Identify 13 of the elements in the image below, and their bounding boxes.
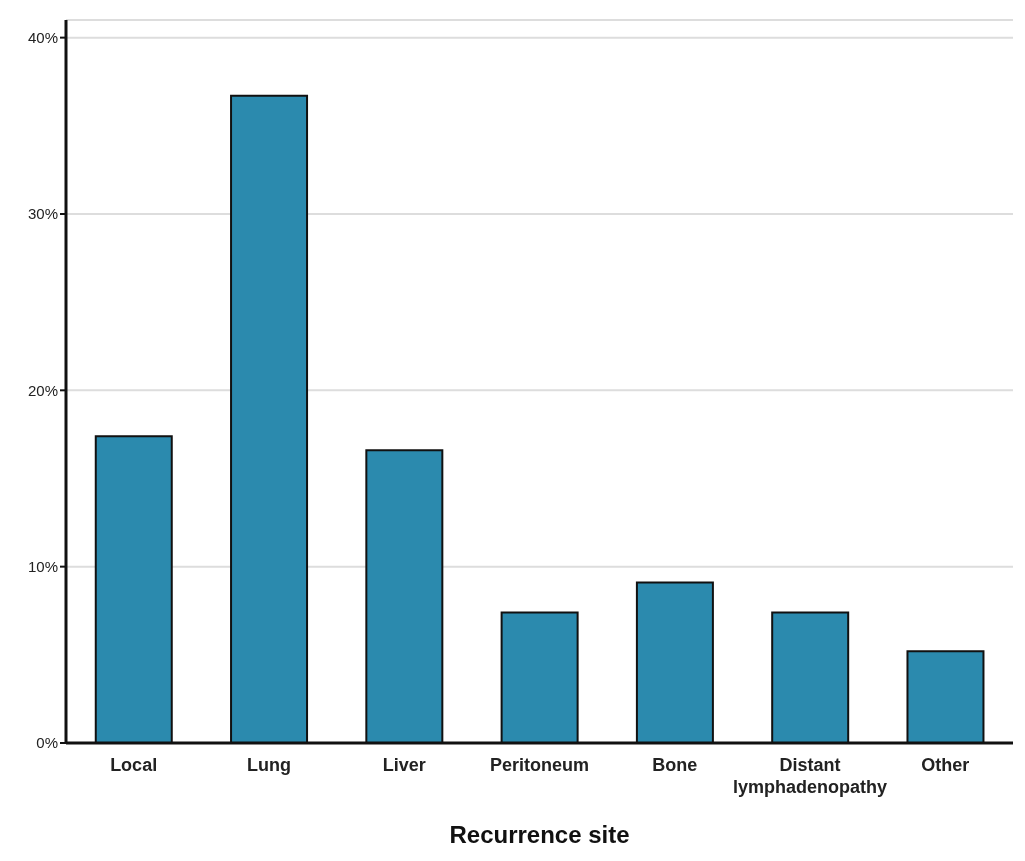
y-tick-label: 0% [36, 734, 58, 752]
x-tick-label: Local [110, 755, 158, 775]
x-tick-label: Other [921, 755, 970, 775]
y-tick-label: 30% [27, 205, 58, 223]
x-tick-label: Bone [652, 755, 698, 775]
x-tick-label: Lung [246, 755, 291, 775]
x-tick-label: Liver [382, 755, 426, 775]
y-tick-label: 40% [27, 28, 58, 46]
y-tick-label: 10% [27, 557, 58, 575]
x-axis-title: Recurrence site [449, 821, 630, 848]
y-tick-label: 20% [27, 381, 58, 399]
x-tick-label: Distant lymphadenopathy [733, 755, 888, 797]
x-tick-label: Peritoneum [489, 755, 590, 775]
